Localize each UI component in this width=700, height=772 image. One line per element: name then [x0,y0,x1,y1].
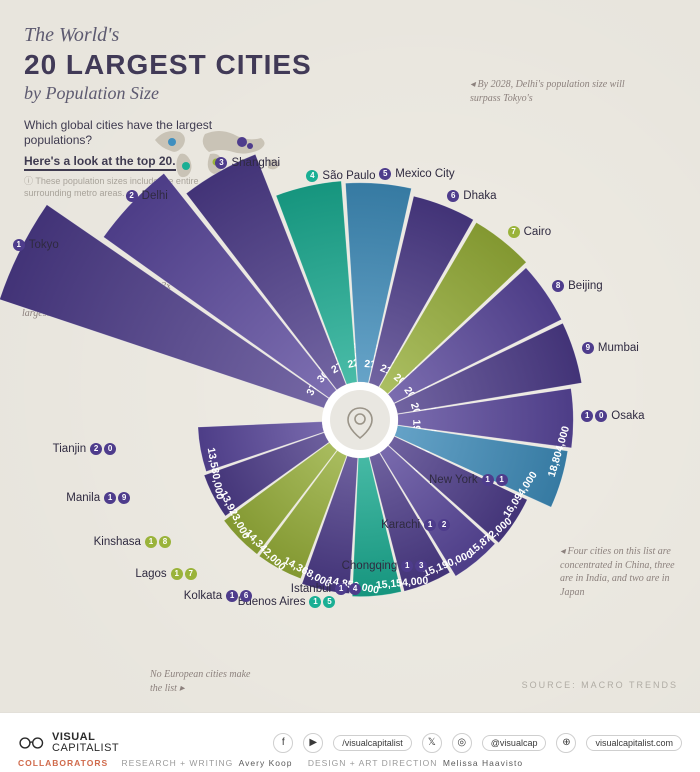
brand-logo: VISUALCAPITALIST [18,732,119,754]
rank-badge: 11 [482,474,508,486]
youtube-icon[interactable]: ▶ [303,733,323,753]
city-name: Shanghai [231,157,280,169]
city-name: New York [429,474,478,486]
rank-badge: 12 [424,519,450,531]
rank-badge: 2 [126,190,138,202]
city-name: Kolkata [184,590,222,602]
rank-badge: 13 [401,560,427,572]
city-label: 1 Tokyo [13,239,153,251]
rank-badge: 1 [13,239,25,251]
rank-badge: 4 [306,170,318,182]
city-label: 20 Tianjin [53,443,193,455]
city-label: 10 Osaka [581,410,700,422]
city-name: Tianjin [53,443,86,455]
city-label: 13Chongqing [342,560,482,572]
city-name: Chongqing [342,560,398,572]
city-label: 2 Delhi [126,190,266,202]
rank-badge: 3 [215,157,227,169]
rank-badge: 8 [552,280,564,292]
rank-badge: 17 [171,568,197,580]
collab-name-1: Avery Koop [239,758,293,768]
city-name: Cairo [524,226,551,238]
rank-badge: 10 [581,410,607,422]
city-name: Beijing [568,280,603,292]
city-label: 19 Manila [66,492,206,504]
brand-name: VISUALCAPITALIST [52,732,119,754]
city-label: 12 Karachi [381,519,521,531]
city-name: Mumbai [598,342,639,354]
city-label: 5 Mexico City [379,168,519,180]
socials: f ▶ /visualcapitalist 𝕏 ◎ @visualcap ⊕ v… [273,733,682,753]
city-name: Tokyo [29,239,59,251]
city-label: 16 Kolkata [184,590,324,602]
rank-badge: 19 [104,492,130,504]
globe-icon[interactable]: ⊕ [556,733,576,753]
city-name: Manila [66,492,100,504]
city-label: 17 Lagos [135,568,275,580]
instagram-icon[interactable]: ◎ [452,733,472,753]
city-label: 3 Shanghai [215,157,355,169]
logo-icon [18,736,46,750]
city-name: Dhaka [463,190,496,202]
city-label: 9 Mumbai [582,342,700,354]
rank-badge: 6 [447,190,459,202]
page: The World's 20 LARGEST CITIES by Populat… [0,0,700,772]
twitter-icon[interactable]: 𝕏 [422,733,442,753]
city-name: Osaka [611,410,644,422]
social-handle-1[interactable]: /visualcapitalist [333,735,412,751]
city-label: 7 Cairo [508,226,648,238]
center-hub-inner [330,390,390,450]
collab-label: COLLABORATORS [18,758,108,768]
city-label: 8 Beijing [552,280,692,292]
city-name: Karachi [381,519,420,531]
city-label: 18 Kinshasa [94,536,234,548]
social-site[interactable]: visualcapitalist.com [586,735,682,751]
city-name: Delhi [142,190,168,202]
rank-badge: 5 [379,168,391,180]
rank-badge: 18 [145,536,171,548]
collab-role-1: RESEARCH + WRITING [122,758,234,768]
collab-name-2: Melissa Haavisto [443,758,523,768]
city-name: Kinshasa [94,536,141,548]
city-name: Lagos [135,568,166,580]
city-name: Mexico City [395,168,454,180]
city-name: São Paulo [322,170,375,182]
rank-badge: 16 [226,590,252,602]
collaborators: COLLABORATORS RESEARCH + WRITING Avery K… [18,758,535,768]
source-label: SOURCE: MACRO TRENDS [522,680,678,690]
footer: VISUALCAPITALIST f ▶ /visualcapitalist 𝕏… [0,712,700,772]
city-label: 6 Dhaka [447,190,587,202]
facebook-icon[interactable]: f [273,733,293,753]
social-handle-2[interactable]: @visualcap [482,735,547,751]
rank-badge: 7 [508,226,520,238]
radial-chart: 37,393,00030,291,00027,058,00022,043,000… [0,0,700,700]
city-label: 11 New York [429,474,569,486]
rank-badge: 14 [335,583,361,595]
rank-badge: 9 [582,342,594,354]
collab-role-2: DESIGN + ART DIRECTION [308,758,438,768]
rank-badge: 20 [90,443,116,455]
